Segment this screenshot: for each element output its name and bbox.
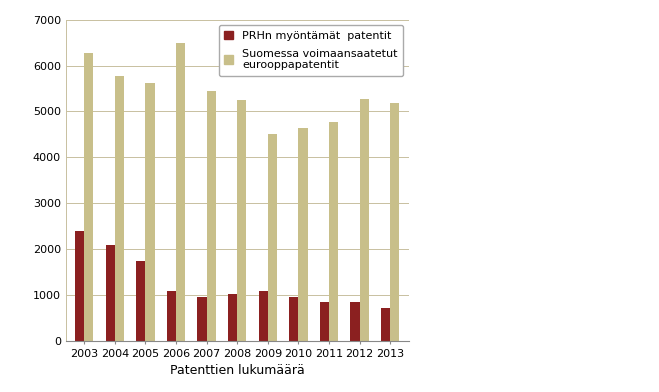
Bar [228,294,237,341]
Bar [268,134,277,341]
Bar [320,301,329,341]
Bar [381,307,390,341]
Bar [176,44,185,341]
Bar [115,76,124,341]
Bar [351,302,360,341]
Bar [329,122,338,341]
Bar [360,98,369,341]
Bar [289,298,299,341]
Bar [299,127,308,341]
Bar [167,291,176,341]
X-axis label: Patenttien lukumäärä: Patenttien lukumäärä [170,364,304,377]
Bar [237,100,246,341]
Bar [207,91,216,341]
Bar [258,291,268,341]
Bar [75,231,84,341]
Bar [198,298,207,341]
Bar [136,261,146,341]
Legend: PRHn myöntämät  patentit, Suomessa voimaansaatetut
eurooppapatentit: PRHn myöntämät patentit, Suomessa voimaa… [219,25,403,76]
Bar [146,83,155,341]
Bar [390,103,399,341]
Bar [84,53,94,341]
Bar [105,245,115,341]
